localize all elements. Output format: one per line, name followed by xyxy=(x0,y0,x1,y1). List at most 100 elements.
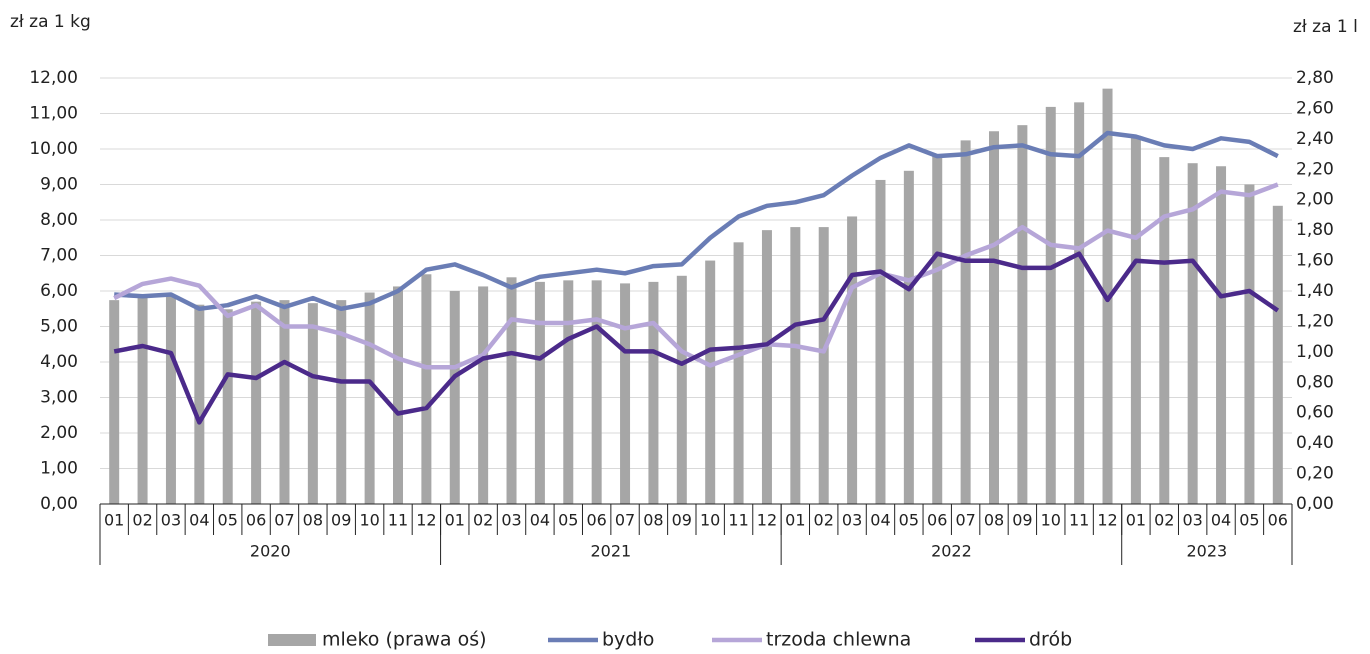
y-tick-label: 1,00 xyxy=(40,459,78,479)
y2-tick-label: 0,60 xyxy=(1296,403,1334,423)
y-tick-label: 11,00 xyxy=(29,104,78,124)
x-tick-label: 09 xyxy=(672,511,692,530)
x-tick-label: 01 xyxy=(445,511,465,530)
bar xyxy=(307,303,318,504)
y-tick-label: 10,00 xyxy=(29,139,78,159)
bar xyxy=(1074,102,1085,504)
bar xyxy=(563,280,574,504)
bar xyxy=(733,242,744,505)
bar xyxy=(705,260,716,504)
x-tick-label: 01 xyxy=(785,511,805,530)
bar xyxy=(620,283,631,504)
bar xyxy=(364,292,375,504)
x-tick-label: 06 xyxy=(927,511,947,530)
y2-tick-label: 1,80 xyxy=(1296,220,1334,240)
y2-tick-label: 1,40 xyxy=(1296,281,1334,301)
legend-label: mleko (prawa oś) xyxy=(322,629,487,651)
legend-label: bydło xyxy=(602,629,654,651)
bar xyxy=(137,295,148,504)
legend-swatch xyxy=(268,634,316,646)
y-tick-label: 4,00 xyxy=(40,352,78,372)
y2-tick-label: 0,20 xyxy=(1296,464,1334,484)
x-tick-label: 03 xyxy=(1182,511,1202,530)
line xyxy=(113,251,1280,425)
legend-label: trzoda chlewna xyxy=(766,629,911,651)
y2-tick-label: 1,00 xyxy=(1296,342,1334,362)
y2-tick-label: 2,60 xyxy=(1296,98,1334,118)
x-tick-label: 03 xyxy=(842,511,862,530)
x-tick-label: 04 xyxy=(870,511,890,530)
x-tick-label: 12 xyxy=(1097,511,1117,530)
y2-tick-label: 0,80 xyxy=(1296,372,1334,392)
x-tick-label: 05 xyxy=(899,511,919,530)
bar xyxy=(1244,184,1255,504)
x-tick-label: 08 xyxy=(984,511,1004,530)
x-tick-label: 05 xyxy=(218,511,238,530)
bar xyxy=(336,300,347,504)
x-tick-label: 01 xyxy=(1126,511,1146,530)
x-tick-label: 08 xyxy=(643,511,663,530)
x-tick-label: 02 xyxy=(132,511,152,530)
y-tick-label: 12,00 xyxy=(29,68,78,88)
y-tick-label: 9,00 xyxy=(40,175,78,195)
x-tick-label: 02 xyxy=(1154,511,1174,530)
y-tick-label: 6,00 xyxy=(40,281,78,301)
bar xyxy=(279,300,290,504)
bar xyxy=(1187,163,1198,504)
y-tick-label: 7,00 xyxy=(40,246,78,266)
bar xyxy=(222,309,233,504)
x-tick-label: 06 xyxy=(586,511,606,530)
bar xyxy=(847,216,858,504)
y-tick-label: 5,00 xyxy=(40,317,78,337)
bar xyxy=(534,281,545,504)
bar xyxy=(251,301,262,504)
x-tick-label: 03 xyxy=(161,511,181,530)
bar xyxy=(903,170,914,505)
bar xyxy=(194,304,205,504)
x-tick-label: 04 xyxy=(1211,511,1231,530)
x-tick-label: 12 xyxy=(757,511,777,530)
x-tick-label: 01 xyxy=(104,511,124,530)
bar xyxy=(875,179,886,504)
bar xyxy=(591,280,602,504)
x-tick-label: 06 xyxy=(246,511,266,530)
bar xyxy=(790,227,801,504)
y-tick-label: 8,00 xyxy=(40,210,78,230)
x-tick-label: 12 xyxy=(416,511,436,530)
x-tick-label: 10 xyxy=(359,511,379,530)
bar xyxy=(989,131,999,504)
y2-tick-label: 1,60 xyxy=(1296,251,1334,271)
bar xyxy=(1045,106,1056,505)
x-tick-label: 10 xyxy=(1041,511,1061,530)
x-tick-label: 05 xyxy=(558,511,578,530)
bar xyxy=(1017,125,1028,505)
x-tick-label: 09 xyxy=(1012,511,1032,530)
y2-tick-label: 2,40 xyxy=(1296,129,1334,149)
x-tick-label: 11 xyxy=(388,511,408,530)
x-tick-label: 11 xyxy=(1069,511,1089,530)
bar xyxy=(506,277,517,504)
bar xyxy=(109,300,120,504)
y-tick-label: 3,00 xyxy=(40,388,78,408)
x-tick-label: 07 xyxy=(955,511,975,530)
bar xyxy=(676,275,687,504)
y2-tick-label: 0,40 xyxy=(1296,433,1334,453)
y2-tick-label: 1,20 xyxy=(1296,311,1334,331)
x-tick-label: 04 xyxy=(189,511,209,530)
legend-label: drób xyxy=(1029,629,1072,651)
bar xyxy=(165,295,176,504)
x-tick-label: 06 xyxy=(1268,511,1288,530)
x-group-label: 2022 xyxy=(931,542,972,561)
bar xyxy=(421,274,432,504)
x-tick-label: 02 xyxy=(814,511,834,530)
bar xyxy=(648,281,659,504)
line xyxy=(114,130,1279,312)
y2-tick-label: 0,00 xyxy=(1296,494,1334,514)
y2-tick-label: 2,20 xyxy=(1296,159,1334,179)
y-axis-title: zł za 1 kg xyxy=(10,12,91,32)
x-group-label: 2021 xyxy=(590,542,631,561)
bar xyxy=(1130,135,1141,505)
bar xyxy=(1159,157,1170,504)
x-group-label: 2020 xyxy=(250,542,291,561)
